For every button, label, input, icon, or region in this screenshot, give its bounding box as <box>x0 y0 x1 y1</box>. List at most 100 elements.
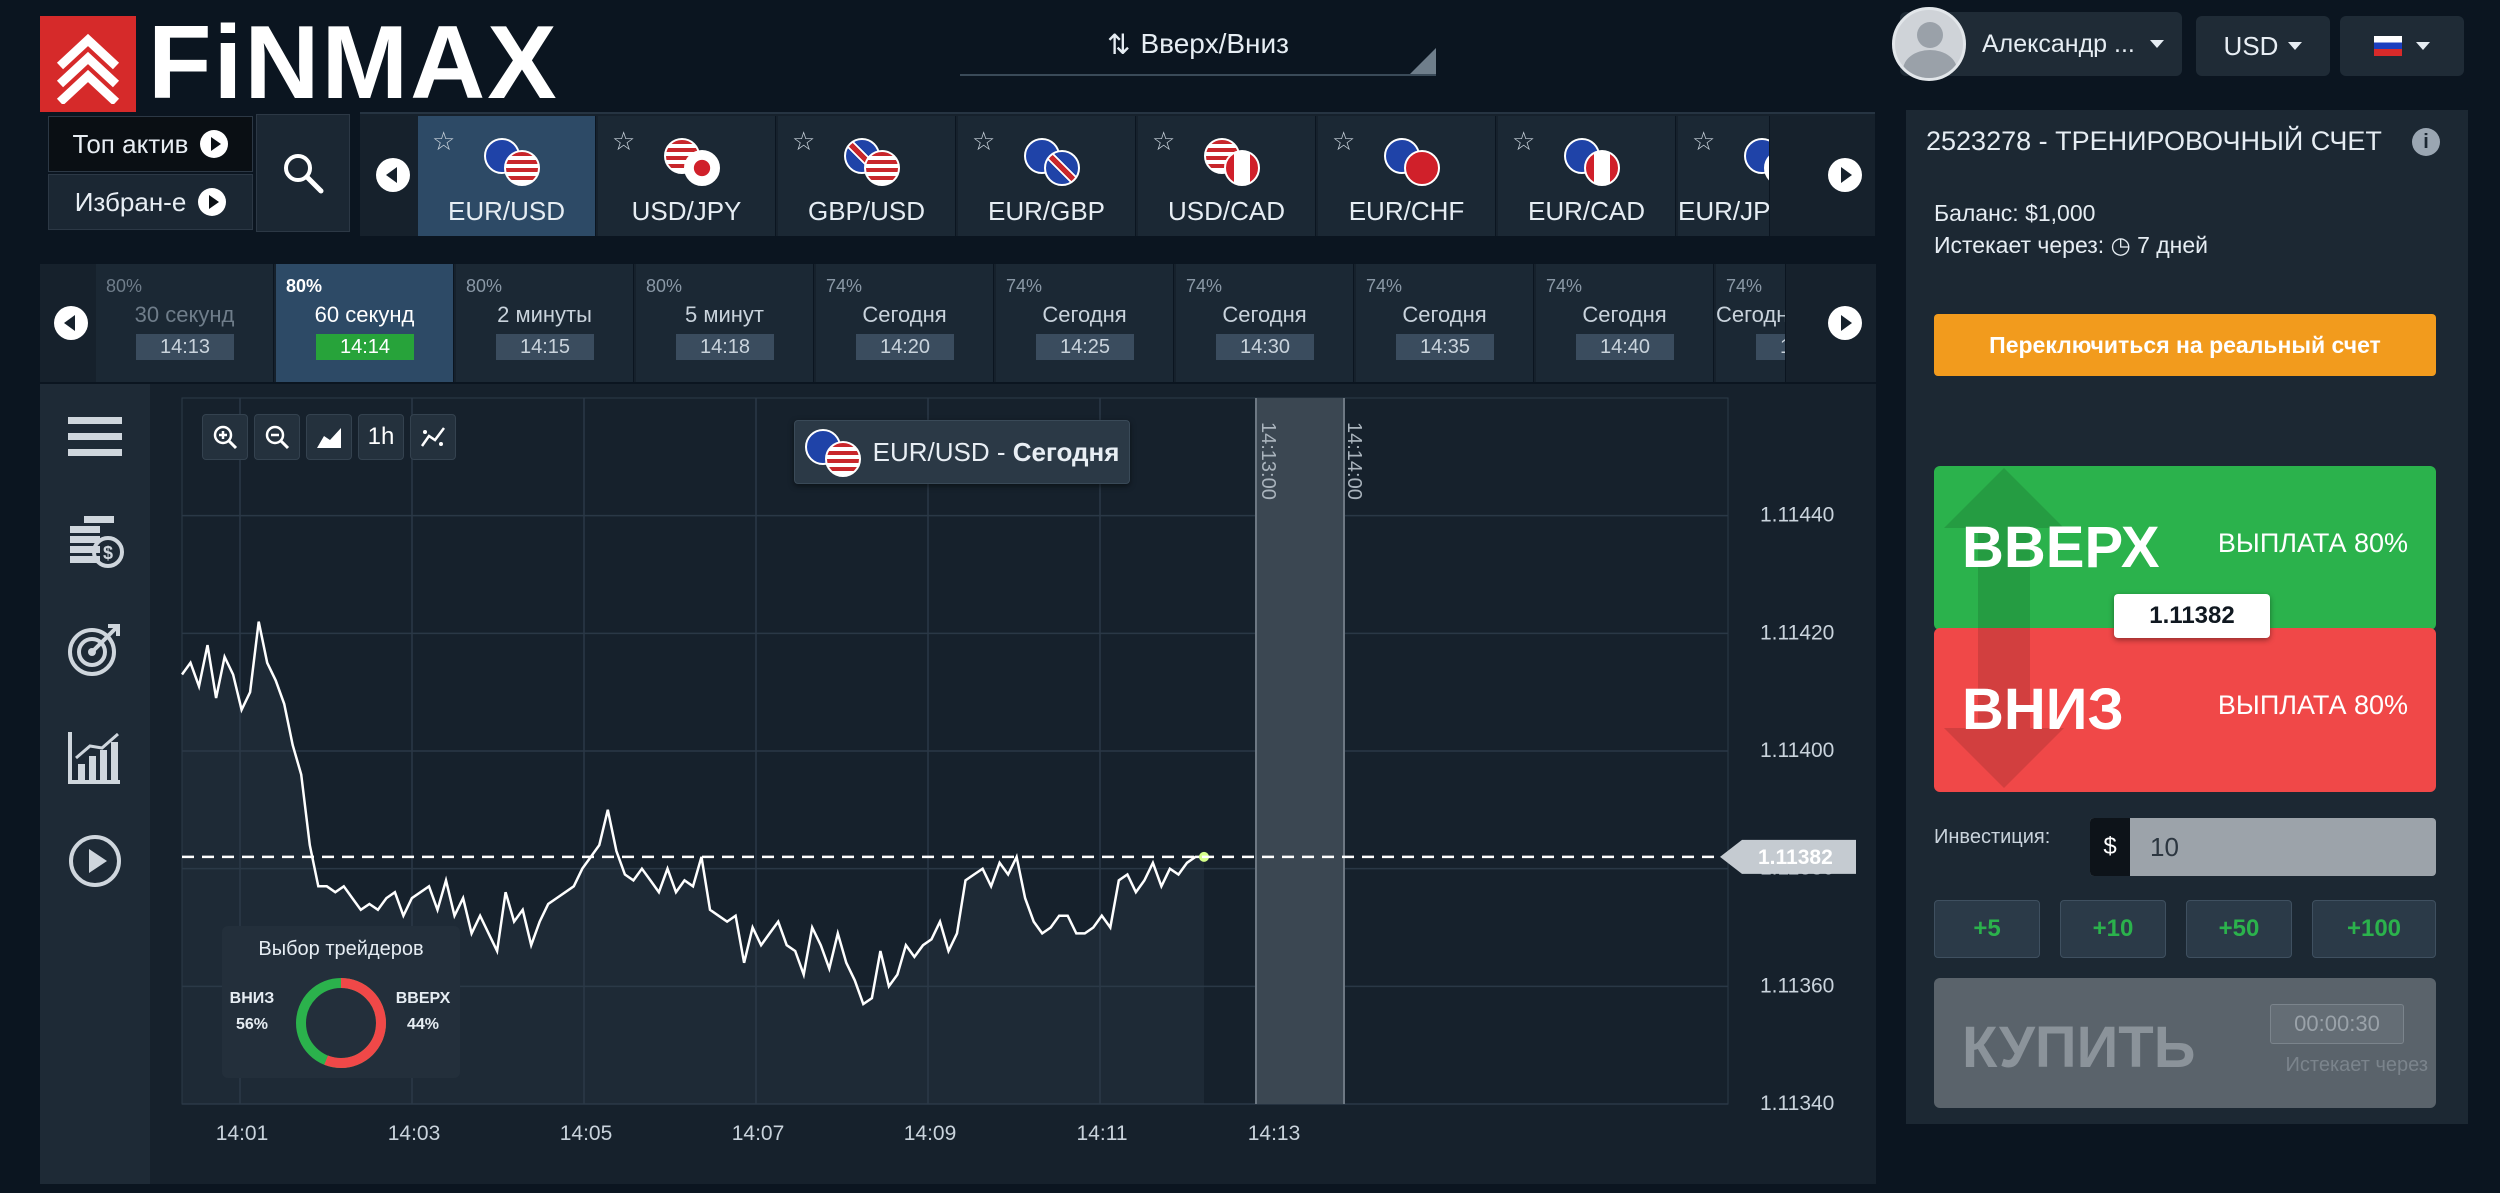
eur-usd-flags-icon <box>804 429 863 477</box>
expiry-time: 14:35 <box>1396 334 1494 360</box>
star-icon[interactable]: ☆ <box>432 126 456 156</box>
star-icon[interactable]: ☆ <box>972 126 996 156</box>
buy-label: КУПИТЬ <box>1962 1015 2196 1080</box>
traders-up: ВВЕРХ 44% <box>392 986 454 1038</box>
expiry-option[interactable]: 74% Сегодня 14:25 <box>996 264 1174 382</box>
expiry-mark-label: 14:14:00 <box>1343 422 1365 500</box>
trade-type-selector[interactable]: ⇅ Вверх/Вниз <box>960 14 1436 76</box>
expiry-payout: 74% <box>1726 276 1763 296</box>
assets-prev-button[interactable] <box>376 158 410 192</box>
x-tick-label: 14:07 <box>732 1122 785 1145</box>
asset-eur-gbp[interactable]: ☆ EUR/GBP <box>958 116 1136 236</box>
asset-eur-jpy[interactable]: ☆ EUR/JPY <box>1678 116 1770 236</box>
expiry-option[interactable]: 74% Сегодня 14:30 <box>1176 264 1354 382</box>
dropdown-corner-icon <box>1410 48 1436 74</box>
asset-usd-cad[interactable]: ☆ USD/CAD <box>1138 116 1316 236</box>
price-chart[interactable]: 1.114401.114201.114001.113801.113601.113… <box>150 384 1876 1184</box>
expiry-option[interactable]: 80% 30 секунд 14:13 <box>96 264 274 382</box>
chart-asset-title[interactable]: EUR/USD - Сегодня <box>794 420 1130 484</box>
account-balance: Баланс: $1,000 <box>1934 200 2096 226</box>
put-down-button[interactable]: ВНИЗ ВЫПЛАТА 80% <box>1934 628 2436 792</box>
investment-input[interactable]: $ 10 <box>2090 818 2436 876</box>
favorites-label: Избран-е <box>74 186 187 217</box>
down-label: ВНИЗ <box>1962 677 2124 742</box>
usd-jpy-flags-icon <box>664 138 724 186</box>
search-button[interactable] <box>256 114 350 232</box>
statistics-icon[interactable] <box>62 724 128 790</box>
expiry-time: 14:25 <box>1036 334 1134 360</box>
zoom-out-button[interactable] <box>254 414 300 460</box>
zoom-in-icon <box>213 425 238 450</box>
target-icon[interactable] <box>62 616 128 682</box>
indicators-button[interactable] <box>410 414 456 460</box>
expiry-label: 30 секунд <box>134 302 235 327</box>
increment-100-button[interactable]: +100 <box>2312 900 2436 958</box>
indicator-icon <box>420 427 445 447</box>
chart-type-button[interactable] <box>306 414 352 460</box>
zoom-out-icon <box>265 425 290 450</box>
star-icon[interactable]: ☆ <box>1512 126 1536 156</box>
increment-10-button[interactable]: +10 <box>2060 900 2166 958</box>
user-menu[interactable]: Александр ... <box>1892 7 2182 81</box>
expiry-option[interactable]: 74% Сегодня 14:40 <box>1536 264 1714 382</box>
asset-eur-chf[interactable]: ☆ EUR/CHF <box>1318 116 1496 236</box>
expiry-time: 14:14 <box>316 334 414 360</box>
asset-name: EUR/GBP <box>987 196 1106 226</box>
asset-usd-jpy[interactable]: ☆ USD/JPY <box>598 116 776 236</box>
menu-icon[interactable] <box>62 404 128 470</box>
traders-down: ВНИЗ 56% <box>228 986 276 1038</box>
asset-name: USD/JPY <box>631 196 742 226</box>
asset-eur-usd[interactable]: ☆ EUR/USD <box>418 116 596 236</box>
language-selector[interactable] <box>2340 16 2464 76</box>
price-line <box>180 621 1204 1006</box>
expiry-option[interactable]: 74% Сегодня 14:45 <box>1716 264 1786 382</box>
assets-next-button[interactable] <box>1828 158 1862 192</box>
search-icon <box>284 154 324 194</box>
expiry-time: 14:13 <box>136 334 234 360</box>
timeframe-label: 1h <box>367 423 395 450</box>
traders-up-pct: 44% <box>406 1016 440 1033</box>
expiry-payout: 80% <box>646 276 683 296</box>
expiry-option[interactable]: 80% 60 секунд 14:14 <box>276 264 454 382</box>
eur-jpy-flags-icon <box>1744 138 1769 186</box>
trade-panel: ВВЕРХ ВЫПЛАТА 80% ВНИЗ ВЫПЛАТА 80% 1.113… <box>1906 444 2468 1124</box>
expiry-option[interactable]: 80% 5 минут 14:18 <box>636 264 814 382</box>
investment-label: Инвестиция: <box>1934 826 2051 848</box>
expiry-label: Сегодня <box>862 302 947 327</box>
expiry-option[interactable]: 74% Сегодня 14:20 <box>816 264 994 382</box>
video-tutorial-icon[interactable] <box>62 828 128 894</box>
info-icon[interactable]: i <box>2412 128 2440 156</box>
increment-50-button[interactable]: +50 <box>2186 900 2292 958</box>
eur-cad-flags-icon <box>1564 138 1624 186</box>
down-payout: ВЫПЛАТА 80% <box>2217 690 2408 720</box>
play-icon <box>200 130 229 158</box>
star-icon[interactable]: ☆ <box>1692 126 1716 156</box>
eur-usd-flags-icon <box>484 138 544 186</box>
buy-button[interactable]: КУПИТЬ 00:00:30 Истекает через <box>1934 978 2436 1108</box>
investment-value: 10 <box>2150 831 2179 862</box>
zoom-in-button[interactable] <box>202 414 248 460</box>
y-tick-label: 1.11400 <box>1760 739 1834 762</box>
expiry-label: Сегодня <box>1582 302 1667 327</box>
investment-currency: $ <box>2090 818 2130 876</box>
star-icon[interactable]: ☆ <box>792 126 816 156</box>
currency-selector[interactable]: USD <box>2196 16 2330 76</box>
favorites-button[interactable]: Избран-е <box>48 174 253 230</box>
increment-5-button[interactable]: +5 <box>1934 900 2040 958</box>
star-icon[interactable]: ☆ <box>1152 126 1176 156</box>
x-tick-label: 14:09 <box>904 1122 957 1145</box>
expiry-option[interactable]: 74% Сегодня 14:35 <box>1356 264 1534 382</box>
top-assets-button[interactable]: Топ актив <box>48 116 253 172</box>
star-icon[interactable]: ☆ <box>1332 126 1356 156</box>
expiry-option[interactable]: 80% 2 минуты 14:15 <box>456 264 634 382</box>
asset-gbp-usd[interactable]: ☆ GBP/USD <box>778 116 956 236</box>
timeframe-button[interactable]: 1h <box>358 414 404 460</box>
asset-name: EUR/CHF <box>1348 196 1465 226</box>
expiry-next-button[interactable] <box>1828 306 1862 340</box>
asset-eur-cad[interactable]: ☆ EUR/CAD <box>1498 116 1676 236</box>
switch-to-real-button[interactable]: Переключиться на реальный счет <box>1934 314 2436 376</box>
star-icon[interactable]: ☆ <box>612 126 636 156</box>
expiry-prev-button[interactable] <box>54 306 88 340</box>
coins-history-icon[interactable]: $ <box>62 508 128 574</box>
expiry-label: Сегодня <box>1222 302 1307 327</box>
